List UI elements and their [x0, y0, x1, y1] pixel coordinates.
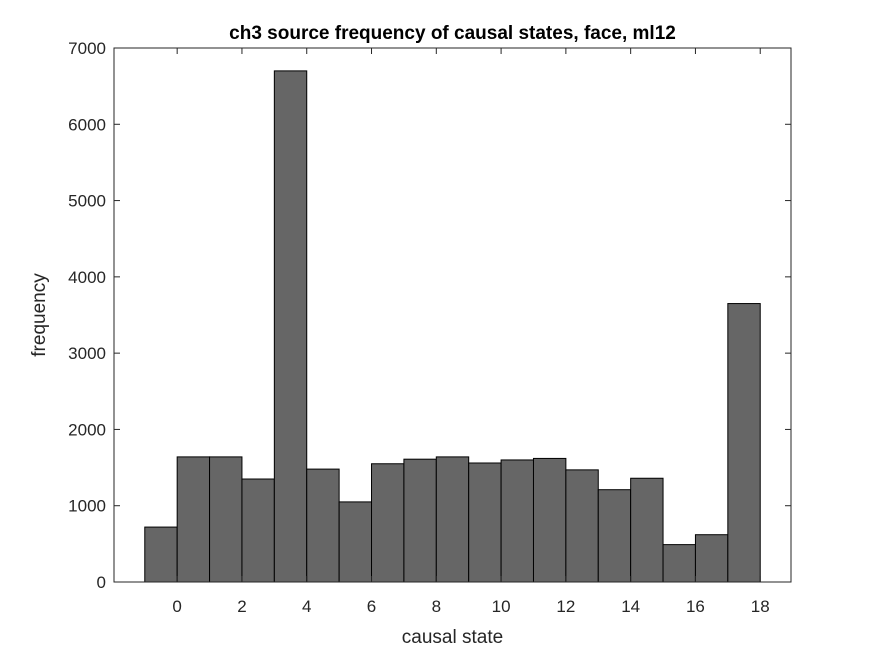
x-tick-label: 10: [492, 597, 511, 616]
y-tick-label: 2000: [68, 420, 106, 439]
x-axis-label: causal state: [402, 627, 503, 648]
y-tick-label: 4000: [68, 268, 106, 287]
histogram-bar: [694, 534, 729, 583]
plot-area-border: [113, 47, 792, 583]
x-ticks-group: 0 2 4 6 8 10 12 14 16 18: [172, 48, 770, 616]
histogram-bar: [241, 478, 275, 583]
histogram-bar: [727, 303, 761, 583]
histogram-bar: [468, 462, 502, 583]
histogram-bar: [597, 489, 632, 583]
histogram-bar: [306, 468, 340, 583]
y-tick-label: 6000: [68, 115, 106, 134]
x-tick-label: 12: [556, 597, 575, 616]
histogram-bar: [403, 458, 437, 583]
y-tick-label: 7000: [68, 39, 106, 58]
histogram-bar: [630, 477, 664, 583]
y-tick-label: 0: [97, 573, 106, 592]
histogram-bar: [144, 526, 178, 583]
y-tick-label: 1000: [68, 497, 106, 516]
x-tick-label: 14: [621, 597, 640, 616]
histogram-bar: [176, 456, 211, 583]
x-tick-label: 0: [172, 597, 181, 616]
x-tick-label: 4: [302, 597, 311, 616]
y-tick-label: 5000: [68, 192, 106, 211]
x-tick-label: 16: [686, 597, 705, 616]
x-tick-label: 18: [751, 597, 770, 616]
histogram-bar: [662, 544, 696, 583]
histogram-bar: [532, 457, 567, 583]
histogram-bar: [500, 459, 534, 583]
x-tick-label: 2: [237, 597, 246, 616]
chart-title: ch3 source frequency of causal states, f…: [229, 23, 676, 44]
y-ticks-group: 0 1000 2000 3000 4000 5000 6000 7000: [68, 39, 791, 592]
x-tick-label: 8: [432, 597, 441, 616]
histogram-bar: [273, 70, 308, 583]
histogram-bar: [338, 501, 373, 583]
histogram-bar: [209, 456, 243, 583]
x-tick-label: 6: [367, 597, 376, 616]
histogram-bar: [565, 469, 599, 583]
histogram-bar: [435, 456, 470, 583]
bars-group: [144, 70, 761, 583]
y-tick-label: 3000: [68, 344, 106, 363]
histogram-bar: [371, 463, 405, 583]
y-axis-label: frequency: [29, 273, 50, 357]
